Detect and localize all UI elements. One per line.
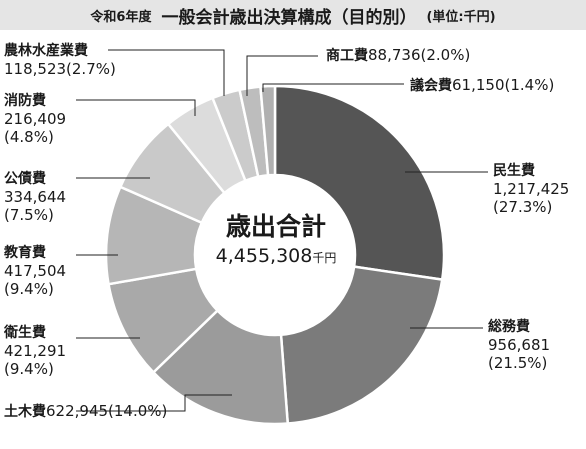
total-title: 歳出合計 <box>225 212 326 241</box>
slice-label-1: 総務費 956,681 (21.5%) <box>488 318 550 372</box>
slice-value-1: 956,681 <box>488 336 551 354</box>
slice-pct-6: (4.8%) <box>4 128 54 146</box>
slice-name-7: 農林水産業費 <box>4 43 88 59</box>
slice-value-9: 61,150(1.4%) <box>452 76 555 94</box>
slice-label-5: 公債費 334,644 (7.5%) <box>4 170 66 224</box>
slice-pct-1: (21.5%) <box>488 354 548 372</box>
slice-label-7: 農林水産業費 118,523(2.7%) <box>4 42 116 78</box>
slice-name-9: 議会費 <box>410 78 452 94</box>
leader-line-2 <box>76 394 232 412</box>
slice-value-4: 417,504 <box>4 262 67 280</box>
unit-note: (単位:千円) <box>426 9 496 25</box>
leader-line-7 <box>108 49 225 96</box>
slice-name-6: 消防費 <box>4 93 46 109</box>
slice-value-8: 88,736(2.0%) <box>368 46 471 64</box>
leader-line-9 <box>262 83 404 92</box>
slice-label-0: 民生費 1,217,425 (27.3%) <box>493 162 569 216</box>
slice-pct-0: (27.3%) <box>493 198 553 216</box>
slice-value-3: 421,291 <box>4 342 67 360</box>
slice-label-9: 議会費61,150(1.4%) <box>410 76 554 95</box>
slice-name-5: 公債費 <box>4 171 46 187</box>
slice-name-0: 民生費 <box>493 163 535 179</box>
slice-name-4: 教育費 <box>4 245 46 261</box>
slice-value-0: 1,217,425 <box>493 180 570 198</box>
slice-1 <box>279 265 444 425</box>
leader-line-6 <box>76 99 196 116</box>
chart-title: 一般会計歳出決算構成（目的別） <box>161 7 417 28</box>
slice-label-3: 衛生費 421,291 (9.4%) <box>4 324 66 378</box>
total-unit: 千円 <box>312 251 337 265</box>
slice-9 <box>259 84 277 177</box>
slice-pct-5: (7.5%) <box>4 206 54 224</box>
slice-value-5: 334,644 <box>4 188 67 206</box>
slice-name-8: 商工費 <box>326 48 368 64</box>
slice-pct-3: (9.4%) <box>4 360 54 378</box>
slice-pct-4: (9.4%) <box>4 280 54 298</box>
slice-value-6: 216,409 <box>4 110 67 128</box>
slice-value-2: 622,945(14.0%) <box>46 402 168 420</box>
slice-label-6: 消防費 216,409 (4.8%) <box>4 92 66 146</box>
slice-name-1: 総務費 <box>488 319 530 335</box>
leader-line-8 <box>246 55 318 96</box>
slice-label-2: 土木費622,945(14.0%) <box>4 402 167 421</box>
total-center: 歳出合計 4,455,308千円 <box>176 212 376 270</box>
slice-0 <box>273 84 446 282</box>
slice-label-4: 教育費 417,504 (9.4%) <box>4 244 66 298</box>
slice-name-2: 土木費 <box>4 404 46 420</box>
title-bar: 令和6年度 一般会計歳出決算構成（目的別） (単位:千円) <box>0 0 586 30</box>
slice-label-8: 商工費88,736(2.0%) <box>326 46 470 65</box>
fiscal-year: 令和6年度 <box>90 9 152 25</box>
slice-value-7: 118,523(2.7%) <box>4 60 116 78</box>
slice-name-3: 衛生費 <box>4 325 46 341</box>
total-value: 4,455,308 <box>215 245 313 267</box>
